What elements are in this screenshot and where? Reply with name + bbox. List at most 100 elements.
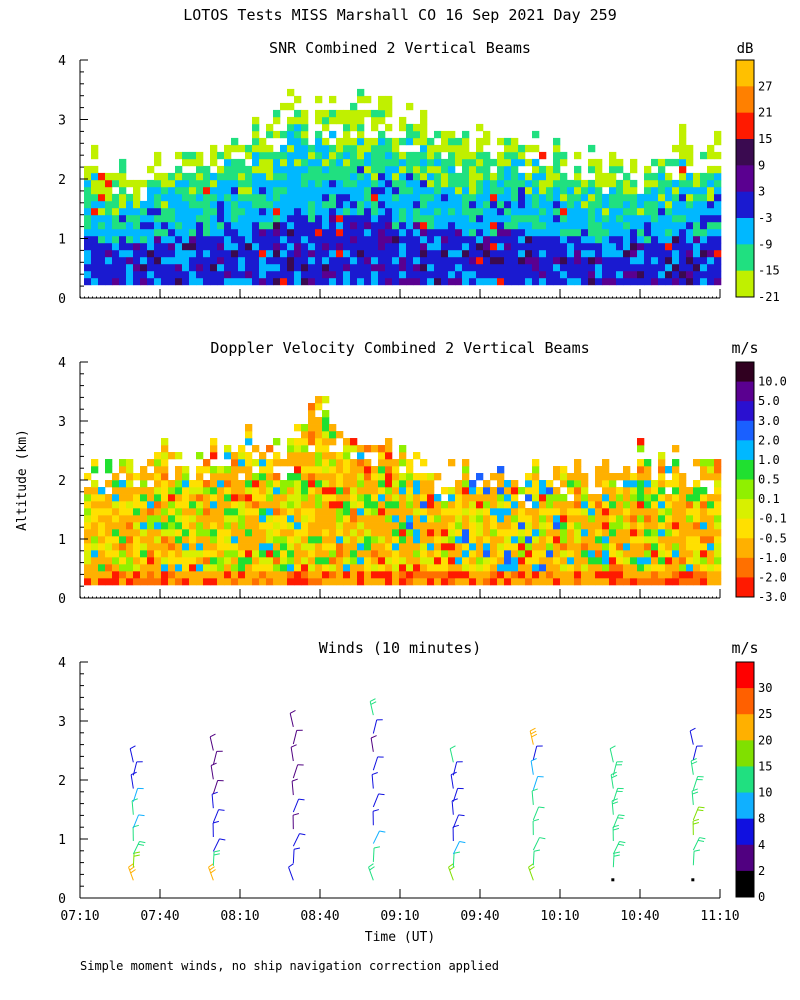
- field-cell: [105, 515, 113, 523]
- field-cell: [266, 529, 274, 537]
- field-cell: [336, 193, 344, 202]
- field-cell: [693, 501, 701, 509]
- colorbar-swatch: [736, 479, 754, 500]
- field-cell: [168, 277, 176, 286]
- field-cell: [329, 431, 337, 439]
- field-cell: [217, 235, 225, 244]
- field-cell: [546, 207, 554, 216]
- field-cell: [469, 249, 477, 258]
- field-cell: [266, 578, 274, 586]
- field-cell: [119, 270, 127, 279]
- field-cell: [644, 263, 652, 272]
- field-cell: [441, 571, 449, 579]
- wind-calm-marker: [611, 878, 615, 882]
- field-cell: [455, 256, 463, 265]
- field-cell: [336, 221, 344, 230]
- field-cell: [147, 277, 155, 286]
- field-cell: [511, 564, 519, 572]
- field-cell: [217, 550, 225, 558]
- field-cell: [560, 207, 568, 216]
- field-cell: [497, 473, 505, 481]
- field-cell: [693, 186, 701, 195]
- field-cell: [511, 221, 519, 230]
- field-cell: [686, 235, 694, 244]
- field-cell: [112, 536, 120, 544]
- field-cell: [630, 564, 638, 572]
- field-cell: [287, 123, 295, 132]
- field-cell: [385, 207, 393, 216]
- field-cell: [476, 473, 484, 481]
- field-cell: [462, 172, 470, 181]
- field-cell: [161, 228, 169, 237]
- field-cell: [336, 459, 344, 467]
- field-cell: [665, 515, 673, 523]
- field-cell: [315, 130, 323, 139]
- field-cell: [357, 494, 365, 502]
- field-cell: [616, 557, 624, 565]
- field-cell: [252, 571, 260, 579]
- field-cell: [231, 515, 239, 523]
- field-cell: [266, 242, 274, 251]
- field-cell: [553, 263, 561, 272]
- field-cell: [280, 158, 288, 167]
- field-cell: [91, 536, 99, 544]
- field-cell: [455, 501, 463, 509]
- field-cell: [448, 270, 456, 279]
- field-cell: [84, 193, 92, 202]
- field-cell: [497, 529, 505, 537]
- field-cell: [455, 172, 463, 181]
- field-cell: [168, 508, 176, 516]
- field-cell: [392, 466, 400, 474]
- colorbar-label: 0: [758, 890, 765, 904]
- field-cell: [672, 221, 680, 230]
- field-cell: [406, 473, 414, 481]
- field-cell: [609, 270, 617, 279]
- field-cell: [490, 277, 498, 286]
- field-cell: [448, 165, 456, 174]
- field-cell: [154, 193, 162, 202]
- field-cell: [357, 571, 365, 579]
- field-cell: [693, 557, 701, 565]
- field-cell: [91, 529, 99, 537]
- field-cell: [98, 186, 106, 195]
- field-cell: [546, 270, 554, 279]
- field-cell: [231, 137, 239, 146]
- field-cell: [602, 529, 610, 537]
- field-cell: [280, 494, 288, 502]
- field-cell: [616, 473, 624, 481]
- field-cell: [588, 214, 596, 223]
- field-cell: [175, 235, 183, 244]
- field-cell: [616, 529, 624, 537]
- field-cell: [154, 480, 162, 488]
- field-cell: [539, 256, 547, 265]
- field-cell: [231, 144, 239, 153]
- field-cell: [567, 256, 575, 265]
- field-cell: [126, 263, 134, 272]
- field-cell: [210, 522, 218, 530]
- field-cell: [287, 116, 295, 125]
- field-cell: [539, 557, 547, 565]
- field-cell: [406, 186, 414, 195]
- field-cell: [189, 249, 197, 258]
- field-cell: [238, 459, 246, 467]
- field-cell: [581, 571, 589, 579]
- field-cell: [329, 165, 337, 174]
- field-cell: [448, 200, 456, 209]
- field-cell: [693, 228, 701, 237]
- field-cell: [378, 571, 386, 579]
- colorbar-swatch: [736, 662, 754, 689]
- field-cell: [196, 242, 204, 251]
- field-cell: [350, 109, 358, 118]
- field-cell: [175, 494, 183, 502]
- field-cell: [189, 480, 197, 488]
- field-cell: [420, 263, 428, 272]
- field-cell: [518, 270, 526, 279]
- field-cell: [203, 564, 211, 572]
- field-cell: [105, 186, 113, 195]
- field-cell: [546, 179, 554, 188]
- field-cell: [595, 221, 603, 230]
- field-cell: [196, 578, 204, 586]
- field-cell: [511, 151, 519, 160]
- field-cell: [238, 277, 246, 286]
- field-cell: [532, 543, 540, 551]
